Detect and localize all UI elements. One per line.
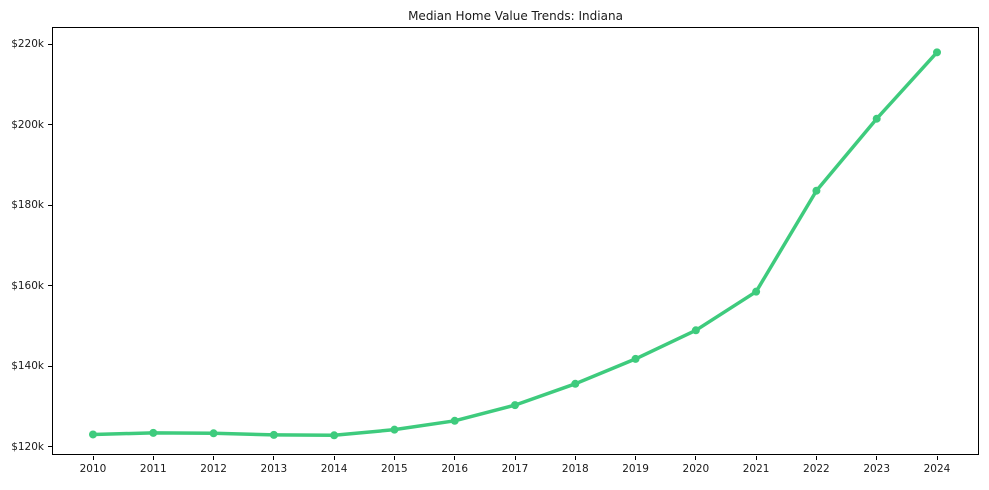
y-tick-label: $140k xyxy=(11,360,44,373)
data-point-2013 xyxy=(269,430,278,439)
x-tick-label: 2011 xyxy=(139,463,167,475)
x-tick-label: 2018 xyxy=(561,463,589,475)
y-tick-label: $200k xyxy=(11,118,44,131)
data-point-2012 xyxy=(209,429,218,438)
plot-area xyxy=(52,27,979,455)
y-tick-label: $160k xyxy=(11,279,44,292)
y-tick-mark xyxy=(48,446,52,448)
x-tick-mark xyxy=(152,456,154,460)
data-point-2019 xyxy=(631,354,640,363)
x-tick-label: 2014 xyxy=(320,463,348,475)
data-point-2016 xyxy=(450,416,459,425)
x-tick-mark xyxy=(333,456,335,460)
y-tick-mark xyxy=(48,365,52,367)
data-point-2015 xyxy=(390,425,399,434)
x-tick-mark xyxy=(393,456,395,460)
x-tick-label: 2012 xyxy=(200,463,227,475)
x-tick-mark xyxy=(273,456,275,460)
y-tick-label: $180k xyxy=(11,199,44,212)
data-point-2017 xyxy=(511,401,519,410)
x-tick-label: 2022 xyxy=(803,463,830,475)
y-tick-mark xyxy=(48,204,52,206)
y-tick-mark xyxy=(48,124,52,126)
y-tick-mark xyxy=(48,285,52,287)
x-tick-label: 2024 xyxy=(923,463,951,475)
data-point-2014 xyxy=(330,431,339,440)
x-tick-mark xyxy=(815,456,817,460)
trend-line xyxy=(91,50,939,438)
x-tick-mark xyxy=(635,456,637,460)
x-tick-mark xyxy=(695,456,697,460)
chart-title: Median Home Value Trends: Indiana xyxy=(408,9,623,23)
data-point-2024 xyxy=(933,48,941,57)
x-tick-mark xyxy=(514,456,516,460)
x-tick-label: 2021 xyxy=(742,463,770,475)
data-point-2022 xyxy=(812,186,821,195)
x-tick-mark xyxy=(936,456,938,460)
y-tick-label: $220k xyxy=(11,38,44,51)
plot-border xyxy=(52,27,979,455)
y-tick-mark xyxy=(48,43,52,45)
x-tick-label: 2013 xyxy=(260,463,288,475)
data-point-2021 xyxy=(752,287,761,296)
x-tick-label: 2019 xyxy=(622,463,649,475)
data-point-2018 xyxy=(571,379,580,388)
x-tick-mark xyxy=(92,456,94,460)
x-tick-mark xyxy=(574,456,576,460)
x-tick-label: 2017 xyxy=(501,463,529,475)
data-point-2023 xyxy=(872,114,881,123)
x-tick-mark xyxy=(755,456,757,460)
data-point-2020 xyxy=(691,326,700,335)
x-tick-mark xyxy=(454,456,456,460)
line-chart xyxy=(52,27,979,455)
x-tick-label: 2020 xyxy=(682,463,710,475)
x-tick-label: 2016 xyxy=(441,463,469,475)
x-tick-label: 2015 xyxy=(381,463,408,475)
x-tick-label: 2010 xyxy=(79,463,107,475)
x-tick-mark xyxy=(876,456,878,460)
x-tick-mark xyxy=(213,456,215,460)
x-tick-label: 2023 xyxy=(863,463,891,475)
data-point-2010 xyxy=(89,430,97,439)
data-point-2011 xyxy=(149,428,158,437)
y-tick-label: $120k xyxy=(11,440,44,453)
